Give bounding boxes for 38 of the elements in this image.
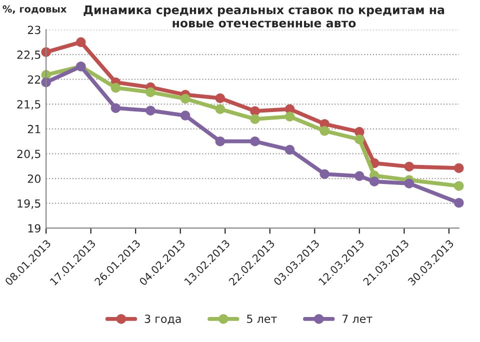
point	[354, 171, 364, 181]
point	[454, 198, 464, 208]
point	[110, 103, 121, 113]
chart-title: Динамика средних реальных ставок по кредитам на новые отечественные авто	[84, 5, 444, 28]
point	[284, 144, 295, 155]
point	[369, 176, 380, 186]
legend-label: 7 лет	[342, 314, 372, 324]
point	[146, 87, 156, 98]
point	[250, 114, 260, 124]
y-tick-label: 20,5	[17, 150, 40, 160]
legend-label: 3 года	[144, 314, 181, 324]
point	[180, 94, 190, 104]
point	[215, 136, 226, 146]
point	[320, 126, 330, 136]
y-axis-title: %, годовых	[2, 5, 67, 14]
y-tick-label: 22,5	[17, 50, 40, 60]
point	[180, 110, 190, 120]
point	[146, 106, 156, 116]
point	[454, 163, 464, 173]
point	[404, 178, 414, 188]
y-tick-label: 19,5	[18, 199, 40, 209]
point	[404, 162, 414, 172]
point	[454, 181, 464, 191]
legend-label: 5 лет	[247, 314, 277, 324]
point	[215, 104, 226, 114]
point	[110, 82, 121, 93]
y-tick-label: 19	[28, 224, 40, 232]
y-tick-label: 23	[28, 26, 40, 34]
y-tick-label: 20	[28, 174, 40, 183]
y-tick-label: 22	[28, 75, 40, 84]
point	[354, 134, 364, 144]
point	[76, 37, 86, 48]
point	[215, 93, 226, 104]
point	[284, 112, 295, 122]
y-tick-label: 21	[28, 124, 40, 134]
point	[250, 136, 260, 146]
y-tick-label: 21,5	[17, 100, 40, 110]
point	[320, 169, 330, 179]
